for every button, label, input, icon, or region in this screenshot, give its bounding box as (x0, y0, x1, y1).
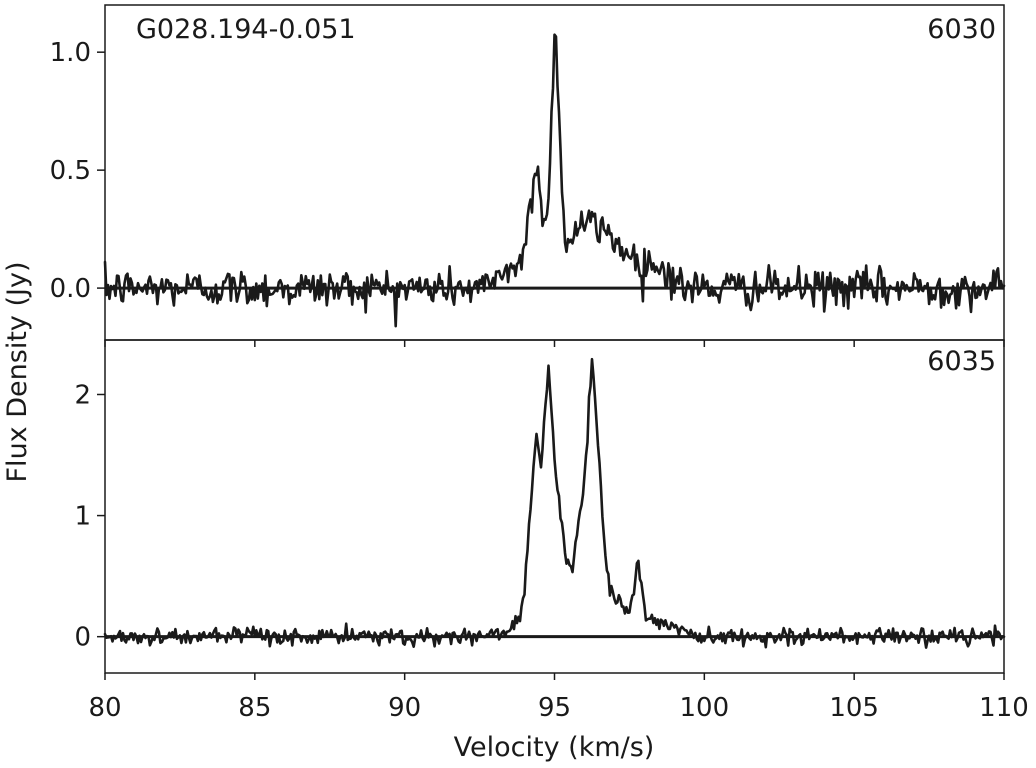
panel-bottom-spectrum-line (103, 357, 1006, 649)
panel-top-y-tick-label: 1.0 (50, 38, 91, 68)
x-tick-label: 100 (680, 693, 730, 723)
panel-top-y-tick-label: 0.0 (50, 274, 91, 304)
y-axis-label: Flux Density (Jy) (2, 262, 33, 483)
x-tick-label: 95 (538, 693, 571, 723)
x-tick-label: 105 (829, 693, 879, 723)
x-tick-label: 85 (238, 693, 271, 723)
panel-bottom-label: 6035 (927, 346, 996, 377)
panel-bottom-y-tick-label: 2 (74, 380, 91, 410)
source-name-label: G028.194-0.051 (136, 14, 356, 45)
x-tick-label: 80 (88, 693, 121, 723)
panel-bottom-y-tick-label: 0 (74, 623, 91, 653)
panel-top-spectrum-line (103, 33, 1006, 328)
panel-bottom-frame (104, 339, 1005, 674)
axis-ticks: 0.0 0.5 1.0 0 1 2 80 85 90 95 100 105 110 (50, 38, 1029, 723)
panel-bottom-y-tick-label: 1 (74, 502, 91, 532)
panel-top-y-tick-label: 0.5 (50, 156, 91, 186)
panel-top-label: 6030 (927, 14, 996, 45)
x-tick-label: 110 (979, 693, 1029, 723)
x-axis-label: Velocity (km/s) (454, 732, 655, 763)
x-tick-label: 90 (388, 693, 421, 723)
